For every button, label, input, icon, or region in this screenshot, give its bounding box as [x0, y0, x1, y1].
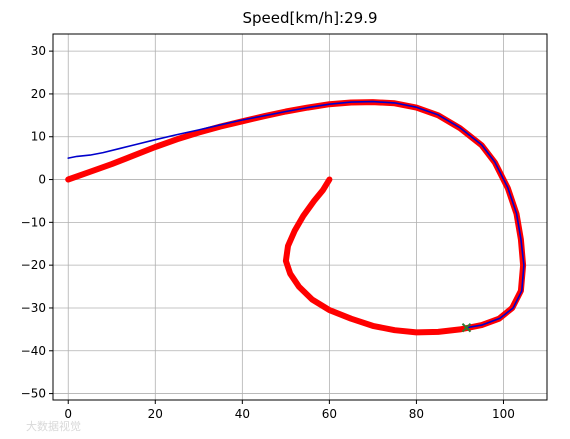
x-tick-label: 100	[492, 407, 515, 421]
current-position-marker	[461, 322, 472, 333]
chart-title: Speed[km/h]:29.9	[242, 9, 377, 27]
y-tick-label: −20	[21, 258, 46, 272]
x-tick-label: 80	[409, 407, 424, 421]
x-tick-label: 0	[64, 407, 72, 421]
y-tick-label: 20	[31, 87, 46, 101]
x-tick-label: 60	[322, 407, 337, 421]
tracked-path-line	[67, 100, 525, 329]
watermark-text: 大数据视觉	[26, 419, 81, 433]
x-tick-label: 40	[235, 407, 250, 421]
plot-frame	[52, 33, 548, 401]
marker-stroke	[461, 322, 472, 333]
y-tick-label: 0	[38, 173, 46, 187]
gridlines	[53, 34, 547, 400]
marker-layer	[461, 322, 472, 333]
y-tick-label: −30	[21, 301, 46, 315]
x-axis: 0 20 40 60 80 100	[64, 400, 515, 421]
y-tick-label: 10	[31, 130, 46, 144]
x-tick-label: 20	[148, 407, 163, 421]
y-axis: −50 −40 −30 −20 −10 0 10 20 30	[21, 44, 53, 401]
y-tick-label: −50	[21, 387, 46, 401]
y-tick-label: −40	[21, 344, 46, 358]
y-tick-label: −10	[21, 215, 46, 229]
y-tick-label: 30	[31, 44, 46, 58]
series-layer	[65, 99, 527, 336]
